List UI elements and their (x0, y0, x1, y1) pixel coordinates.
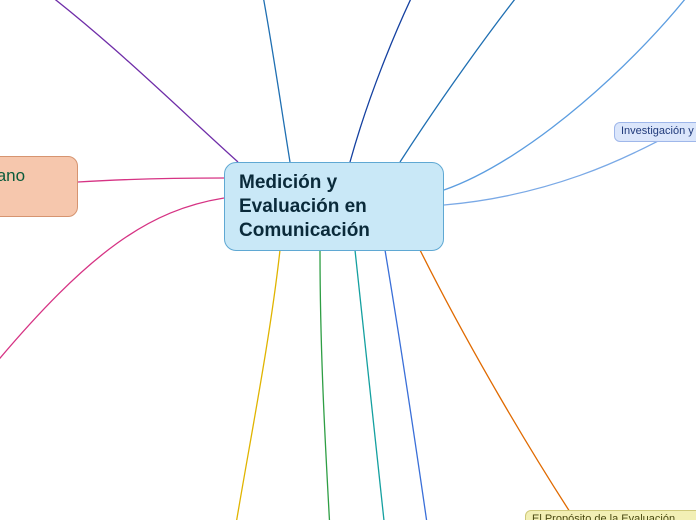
edge-layer (0, 0, 696, 520)
edge (235, 250, 280, 520)
center-node[interactable]: Medición y Evaluación en Comunicación (224, 162, 444, 251)
left-node-label-1: tiniano (0, 166, 25, 185)
center-node-label: Medición y Evaluación en Comunicación (239, 172, 370, 241)
edge (350, 0, 420, 162)
edge (30, 0, 238, 162)
bottom-node-label: El Propósito de la Evaluación (532, 513, 675, 520)
left-node[interactable]: tiniano 0 (0, 156, 78, 217)
edge (320, 250, 330, 520)
edge (420, 250, 570, 512)
edge (385, 250, 428, 520)
edge (400, 0, 530, 162)
edge (355, 250, 385, 520)
edge (78, 178, 224, 182)
edge (0, 198, 224, 370)
bottom-node[interactable]: El Propósito de la Evaluación (525, 510, 696, 520)
edge (260, 0, 290, 162)
mindmap-canvas: { "background_color": "#ffffff", "center… (0, 0, 696, 520)
edge (444, 0, 696, 190)
edge (444, 140, 660, 205)
right-node[interactable]: Investigación y (614, 122, 696, 142)
right-node-label: Investigación y (621, 125, 694, 137)
